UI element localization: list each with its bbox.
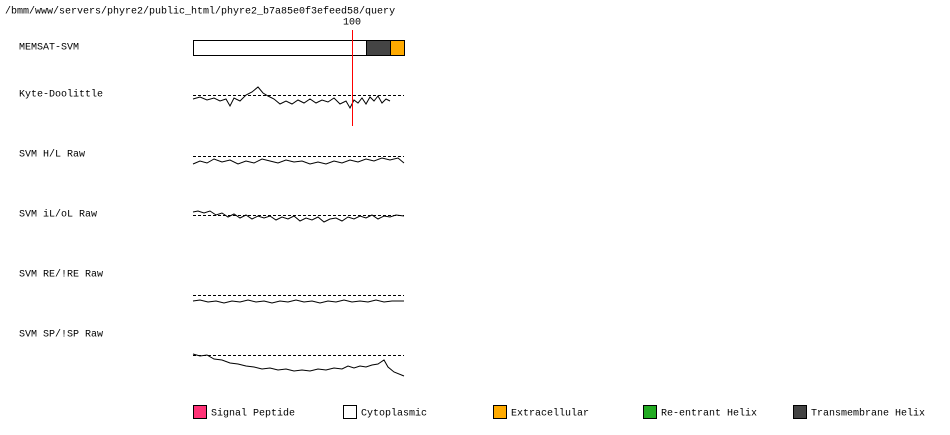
residue-marker-label: 100 <box>343 18 361 29</box>
legend-label: Signal Peptide <box>211 408 295 420</box>
legend-label: Re-entrant Helix <box>661 408 757 420</box>
legend-swatch <box>343 405 357 419</box>
cytoplasmic-segment <box>193 40 367 56</box>
sp-trace <box>192 353 405 377</box>
legend-label: Extracellular <box>511 408 589 420</box>
hl-trace <box>192 157 405 165</box>
legend-swatch <box>493 405 507 419</box>
track-label: Kyte-Doolittle <box>19 89 103 101</box>
topology-bar <box>193 40 405 56</box>
track-label: MEMSAT-SVM <box>19 43 79 54</box>
track-label: SVM SP/!SP Raw <box>19 329 103 341</box>
re-trace <box>192 299 404 304</box>
extracellular-segment <box>390 40 405 56</box>
transmembrane-segment <box>366 40 391 56</box>
kd-trace <box>192 86 391 110</box>
legend-label: Transmembrane Helix <box>811 408 925 420</box>
track-label: SVM iL/oL Raw <box>19 209 97 221</box>
legend-swatch <box>643 405 657 419</box>
track-label: SVM RE/!RE Raw <box>19 269 103 281</box>
iloL-trace <box>192 210 405 223</box>
query-path: /bmm/www/servers/phyre2/public_html/phyr… <box>5 6 395 18</box>
legend-swatch <box>193 405 207 419</box>
legend-label: Cytoplasmic <box>361 408 427 420</box>
legend: Signal Peptide Cytoplasmic Extracellular… <box>193 405 925 420</box>
legend-swatch <box>793 405 807 419</box>
track-label: SVM H/L Raw <box>19 149 85 161</box>
